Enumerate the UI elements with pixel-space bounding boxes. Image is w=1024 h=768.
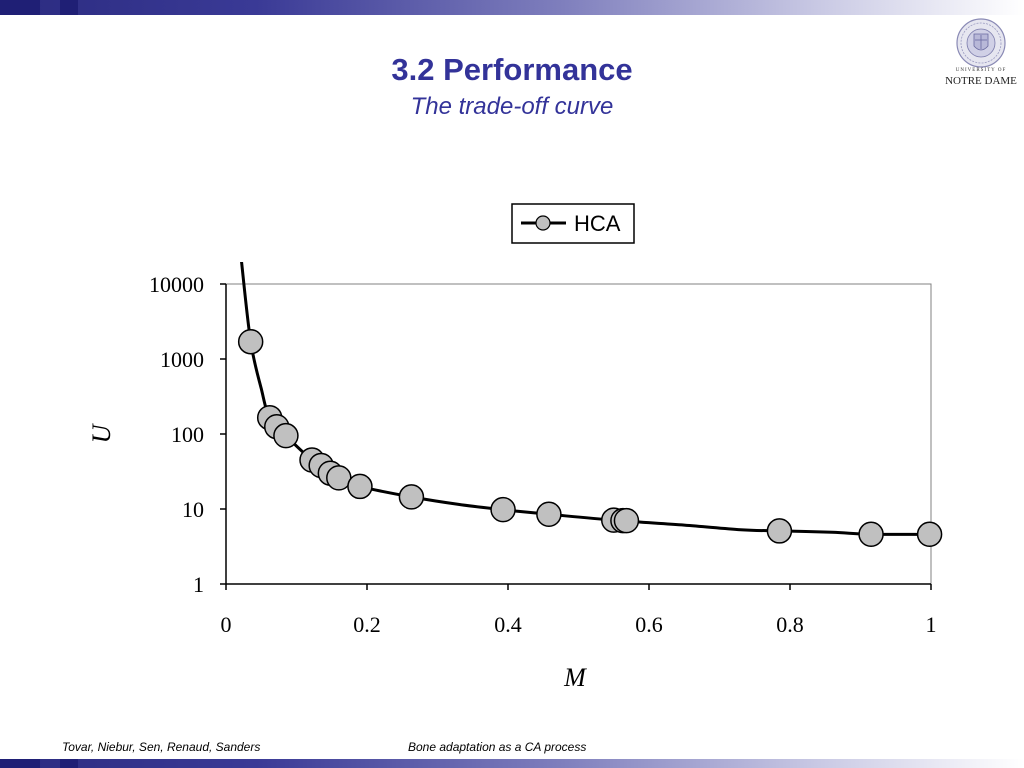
plot-area [225,283,932,585]
footer-topic: Bone adaptation as a CA process [408,740,587,754]
y-tick-label: 100 [171,422,204,447]
logo-text-top: UNIVERSITY OF [955,68,1007,73]
y-tick-label: 1 [193,572,204,597]
y-tick-label: 1000 [160,347,204,372]
x-tick-label: 0.4 [494,612,522,637]
footer-authors: Tovar, Niebur, Sen, Renaud, Sanders [62,740,261,754]
legend-marker [535,215,551,231]
x-tick-label: 0.6 [635,612,663,637]
x-axis-label: M [563,663,587,692]
data-point [858,521,884,548]
university-seal-icon [956,18,1006,68]
data-point [490,496,516,523]
legend-label: HCA [574,211,621,236]
data-point [536,501,562,528]
y-tick-label: 10 [182,497,204,522]
x-tick-label: 0.2 [353,612,381,637]
data-point [916,521,943,548]
y-axis: 1 10 100 1000 10000 [149,272,227,597]
y-tick-label: 10000 [149,272,204,297]
data-point [398,484,425,510]
top-accent-bar [0,0,1024,15]
hca-series-points [237,328,943,548]
logo-text-bottom: NOTRE DAME [945,75,1017,87]
bottom-accent-block [60,759,78,768]
x-tick-label: 0 [221,612,232,637]
slide-subtitle: The trade-off curve [410,93,614,120]
data-point [347,473,373,500]
x-axis: 0 0.2 0.4 0.6 0.8 1 [221,583,937,637]
x-tick-label: 0.8 [776,612,804,637]
bottom-accent-bar [0,759,1024,768]
data-point [766,518,793,544]
top-accent-block [0,0,40,15]
legend: HCA [511,203,635,244]
data-point [273,422,299,449]
top-accent-block [60,0,78,15]
data-point [237,328,264,355]
data-point [613,507,640,534]
bottom-accent-block [0,759,40,768]
slide-title: 3.2 Performance [391,52,633,87]
data-point [326,465,352,491]
y-axis-label: U [87,422,116,443]
x-tick-label: 1 [926,612,937,637]
